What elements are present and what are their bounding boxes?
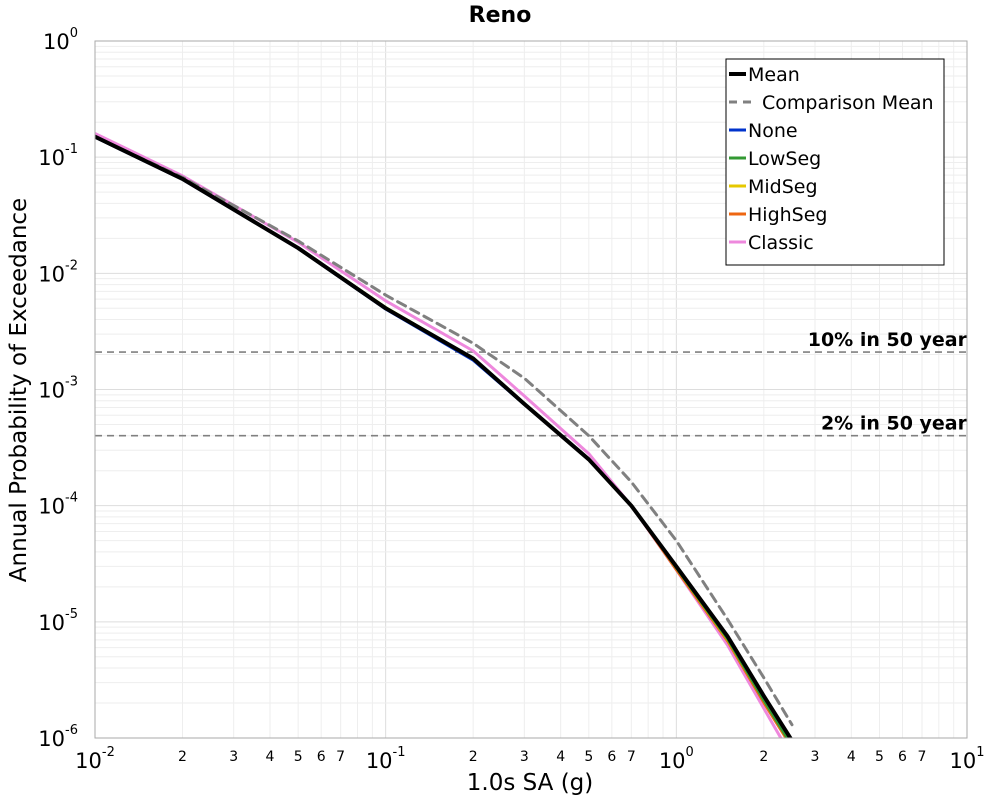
x-minor-tick-label: 5 bbox=[584, 749, 593, 765]
grid bbox=[94, 41, 967, 739]
series-line-none bbox=[95, 136, 792, 738]
plot-frame bbox=[94, 40, 968, 739]
y-tick-label: 10-5 bbox=[38, 607, 78, 635]
reference-line-label: 2% in 50 year bbox=[821, 413, 968, 435]
x-minor-tick-label: 3 bbox=[520, 749, 529, 765]
series-line-comparison-mean bbox=[95, 135, 794, 727]
legend: Mean Comparison Mean None LowSeg MidSeg HighS… bbox=[725, 58, 945, 266]
y-tick-label: 10-1 bbox=[38, 142, 78, 170]
x-tick-label: 10-2 bbox=[75, 745, 115, 773]
x-minor-tick-label: 6 bbox=[898, 749, 907, 765]
y-tick-label: 100 bbox=[43, 26, 78, 54]
x-tick-label: 10-1 bbox=[366, 745, 406, 773]
chart-title: Reno bbox=[469, 3, 532, 28]
y-tick-label: 10-4 bbox=[38, 491, 78, 519]
legend-label: MidSeg bbox=[748, 176, 818, 198]
series-line-midseg bbox=[95, 135, 789, 738]
x-minor-tick-label: 6 bbox=[317, 749, 326, 765]
x-minor-tick-label: 3 bbox=[229, 749, 238, 765]
legend-box bbox=[725, 58, 945, 266]
x-minor-tick-label: 7 bbox=[336, 749, 345, 765]
y-tick-label: 10-3 bbox=[38, 375, 78, 403]
x-minor-tick-label: 4 bbox=[847, 749, 856, 765]
series-line-classic bbox=[95, 131, 783, 738]
x-minor-tick-label: 7 bbox=[627, 749, 636, 765]
x-minor-tick-label: 4 bbox=[266, 749, 275, 765]
reference-line-label: 10% in 50 year bbox=[808, 329, 968, 351]
x-minor-tick-label: 7 bbox=[918, 749, 927, 765]
x-minor-tick-label: 5 bbox=[294, 749, 303, 765]
x-tick-label: 100 bbox=[659, 745, 694, 773]
y-tick-label: 10-6 bbox=[38, 723, 78, 751]
x-minor-tick-label: 5 bbox=[875, 749, 884, 765]
x-minor-tick-label: 6 bbox=[607, 749, 616, 765]
reference-lines: 10% in 50 year 2% in 50 year bbox=[95, 329, 968, 437]
series-line-lowseg bbox=[95, 135, 789, 738]
legend-label: Mean bbox=[748, 64, 800, 86]
legend-label: LowSeg bbox=[748, 148, 821, 170]
x-tick-label: 101 bbox=[949, 745, 984, 773]
legend-label: Classic bbox=[748, 232, 814, 254]
x-minor-tick-label: 2 bbox=[178, 749, 187, 765]
legend-label: HighSeg bbox=[748, 204, 827, 226]
x-minor-tick-label: 2 bbox=[469, 749, 478, 765]
x-minor-tick-label: 3 bbox=[811, 749, 820, 765]
x-axis-label: 1.0s SA (g) bbox=[467, 770, 594, 796]
y-axis-label: Annual Probability of Exceedance bbox=[6, 198, 32, 582]
legend-label: None bbox=[748, 120, 798, 142]
x-minor-tick-label: 2 bbox=[759, 749, 768, 765]
y-tick-label: 10-2 bbox=[38, 258, 78, 286]
x-minor-tick-label: 4 bbox=[556, 749, 565, 765]
legend-label: Comparison Mean bbox=[762, 92, 934, 114]
series-line-mean bbox=[95, 134, 793, 738]
series-lines bbox=[95, 131, 794, 738]
